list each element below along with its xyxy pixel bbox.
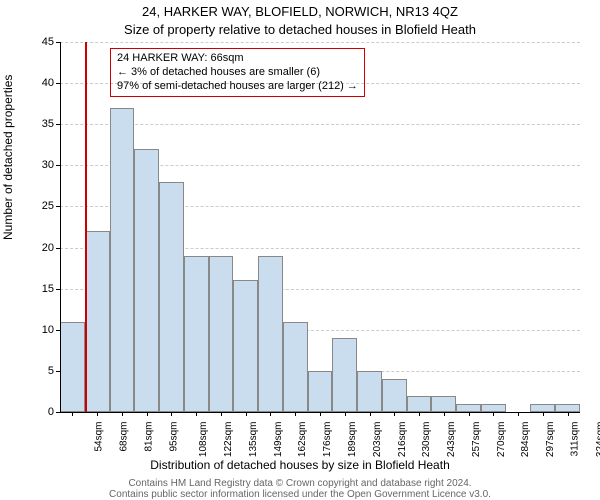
- footer-line-1: Contains HM Land Registry data © Crown c…: [0, 478, 600, 489]
- histogram-bar: [332, 338, 357, 412]
- histogram-bar: [184, 256, 209, 412]
- y-axis-label: Number of detached properties: [1, 75, 15, 240]
- histogram-bar: [407, 396, 432, 412]
- histogram-bar: [555, 404, 580, 412]
- gridline: [60, 42, 580, 44]
- histogram-bar: [209, 256, 234, 412]
- y-axis: [60, 42, 61, 412]
- histogram-bar: [85, 231, 110, 412]
- histogram-bar: [431, 396, 456, 412]
- xtick-label: 122sqm: [223, 422, 234, 458]
- ytick-label: 35: [42, 118, 54, 130]
- xtick-label: 189sqm: [347, 422, 358, 458]
- xtick-label: 95sqm: [168, 422, 179, 452]
- histogram-bar: [110, 108, 135, 412]
- histogram-bar: [233, 280, 258, 412]
- histogram-bar: [283, 322, 308, 412]
- xtick-label: 162sqm: [298, 422, 309, 458]
- xtick-label: 243sqm: [446, 422, 457, 458]
- annotation-line: 24 HARKER WAY: 66sqm: [117, 52, 358, 66]
- ytick-label: 25: [42, 200, 54, 212]
- ytick-label: 10: [42, 324, 54, 336]
- ytick-label: 20: [42, 242, 54, 254]
- xtick-label: 149sqm: [273, 422, 284, 458]
- xtick-label: 284sqm: [520, 422, 531, 458]
- ytick-label: 5: [48, 365, 54, 377]
- annotation-line: ← 3% of detached houses are smaller (6): [117, 66, 358, 80]
- x-axis-label: Distribution of detached houses by size …: [0, 458, 600, 472]
- gridline: [60, 124, 580, 126]
- histogram-bar: [382, 379, 407, 412]
- histogram-bar: [159, 182, 184, 412]
- histogram-bar: [308, 371, 333, 412]
- histogram-bar: [481, 404, 506, 412]
- annotation-line: 97% of semi-detached houses are larger (…: [117, 80, 358, 94]
- ytick-label: 15: [42, 283, 54, 295]
- footer-line-2: Contains public sector information licen…: [0, 489, 600, 500]
- annotation-box: 24 HARKER WAY: 66sqm← 3% of detached hou…: [110, 48, 365, 97]
- ytick-label: 0: [48, 406, 54, 418]
- histogram-bar: [134, 149, 159, 412]
- xtick-label: 68sqm: [119, 422, 130, 452]
- xtick-label: 176sqm: [322, 422, 333, 458]
- ytick-label: 45: [42, 36, 54, 48]
- ytick-label: 30: [42, 159, 54, 171]
- xtick-label: 81sqm: [143, 422, 154, 452]
- histogram-bar: [456, 404, 481, 412]
- xtick-label: 230sqm: [421, 422, 432, 458]
- xtick-label: 324sqm: [595, 422, 600, 458]
- xtick-label: 203sqm: [372, 422, 383, 458]
- xtick-label: 257sqm: [471, 422, 482, 458]
- chart-title-line1: 24, HARKER WAY, BLOFIELD, NORWICH, NR13 …: [0, 4, 600, 19]
- chart-title-line2: Size of property relative to detached ho…: [0, 22, 600, 37]
- xtick-label: 135sqm: [248, 422, 259, 458]
- xtick-label: 54sqm: [94, 422, 105, 452]
- histogram-bar: [357, 371, 382, 412]
- xtick-label: 216sqm: [397, 422, 408, 458]
- histogram-bar: [258, 256, 283, 412]
- xtick-label: 311sqm: [569, 422, 580, 457]
- marker-line: [85, 42, 87, 412]
- ytick-label: 40: [42, 77, 54, 89]
- xtick-label: 108sqm: [199, 422, 210, 458]
- histogram-bar: [60, 322, 85, 412]
- chart-plot-area: 05101520253035404554sqm68sqm81sqm95sqm10…: [60, 42, 580, 412]
- x-axis: [60, 412, 580, 413]
- xtick-label: 297sqm: [545, 422, 556, 458]
- xtick-label: 270sqm: [496, 422, 507, 458]
- chart-footer: Contains HM Land Registry data © Crown c…: [0, 478, 600, 500]
- histogram-bar: [530, 404, 555, 412]
